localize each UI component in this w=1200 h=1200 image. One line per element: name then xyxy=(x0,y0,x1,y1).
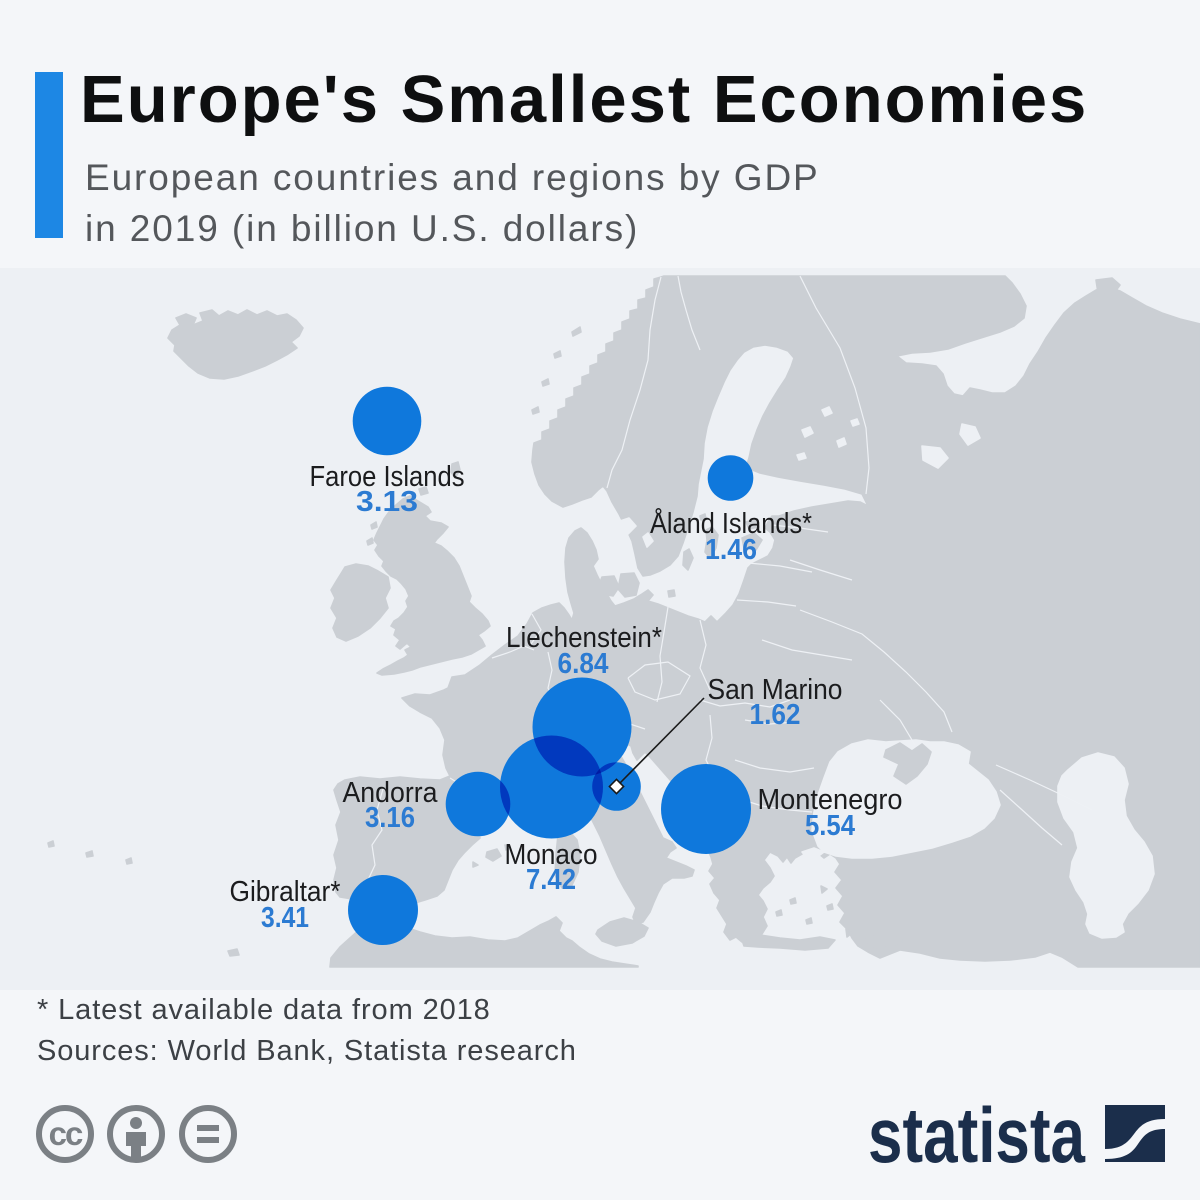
svg-text:Liechenstein*: Liechenstein* xyxy=(506,622,662,654)
svg-text:3.41: 3.41 xyxy=(261,902,309,934)
svg-text:cc: cc xyxy=(49,1115,83,1152)
svg-text:1.46: 1.46 xyxy=(705,534,757,566)
svg-text:1.62: 1.62 xyxy=(750,699,801,731)
svg-text:Andorra: Andorra xyxy=(343,777,439,809)
svg-text:7.42: 7.42 xyxy=(526,864,576,896)
svg-text:3.13: 3.13 xyxy=(356,486,418,518)
svg-text:statista: statista xyxy=(868,1095,1085,1175)
svg-text:5.54: 5.54 xyxy=(805,810,855,842)
svg-text:Faroe Islands: Faroe Islands xyxy=(310,461,465,493)
svg-text:Åland Islands*: Åland Islands* xyxy=(650,507,812,540)
svg-text:6.84: 6.84 xyxy=(558,648,609,680)
svg-text:3.16: 3.16 xyxy=(365,802,415,834)
svg-text:Montenegro: Montenegro xyxy=(758,784,903,816)
svg-text:Gibraltar*: Gibraltar* xyxy=(230,876,341,908)
svg-text:San Marino: San Marino xyxy=(708,674,843,706)
svg-text:Monaco: Monaco xyxy=(505,839,598,871)
